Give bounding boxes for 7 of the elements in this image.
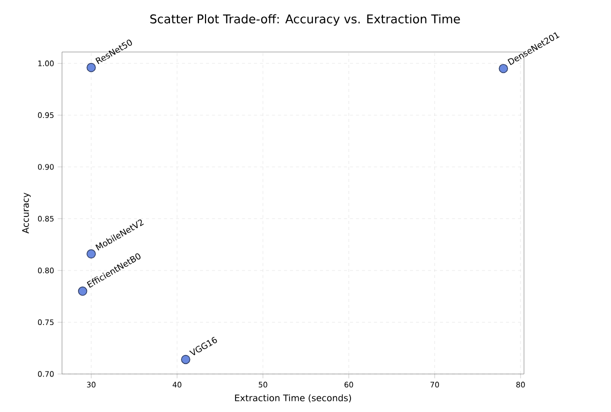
y-axis-title: Accuracy bbox=[22, 192, 31, 234]
point bbox=[181, 354, 190, 364]
point bbox=[78, 286, 88, 296]
point bbox=[86, 62, 96, 72]
x-axis-title: Extraction Time (seconds) bbox=[235, 394, 351, 402]
chart-title: Scatter Plot Trade-off: Accuracy vs. Extraction Time bbox=[150, 14, 460, 26]
point bbox=[498, 64, 508, 74]
